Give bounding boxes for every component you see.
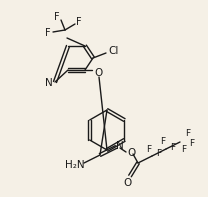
Text: F: F	[45, 28, 51, 38]
Text: H₂N: H₂N	[65, 160, 85, 170]
Text: O: O	[95, 68, 103, 78]
Text: O: O	[128, 148, 136, 158]
Text: F: F	[76, 17, 82, 27]
Text: F: F	[160, 138, 166, 147]
Text: F: F	[170, 142, 176, 151]
Text: F: F	[54, 12, 60, 22]
Text: N: N	[116, 141, 124, 151]
Text: F: F	[186, 129, 191, 138]
Text: F: F	[156, 149, 162, 157]
Text: N: N	[45, 78, 53, 88]
Text: F: F	[146, 145, 152, 153]
Text: F: F	[181, 146, 187, 154]
Text: O: O	[124, 178, 132, 188]
Text: F: F	[189, 138, 194, 148]
Text: Cl: Cl	[109, 46, 119, 56]
